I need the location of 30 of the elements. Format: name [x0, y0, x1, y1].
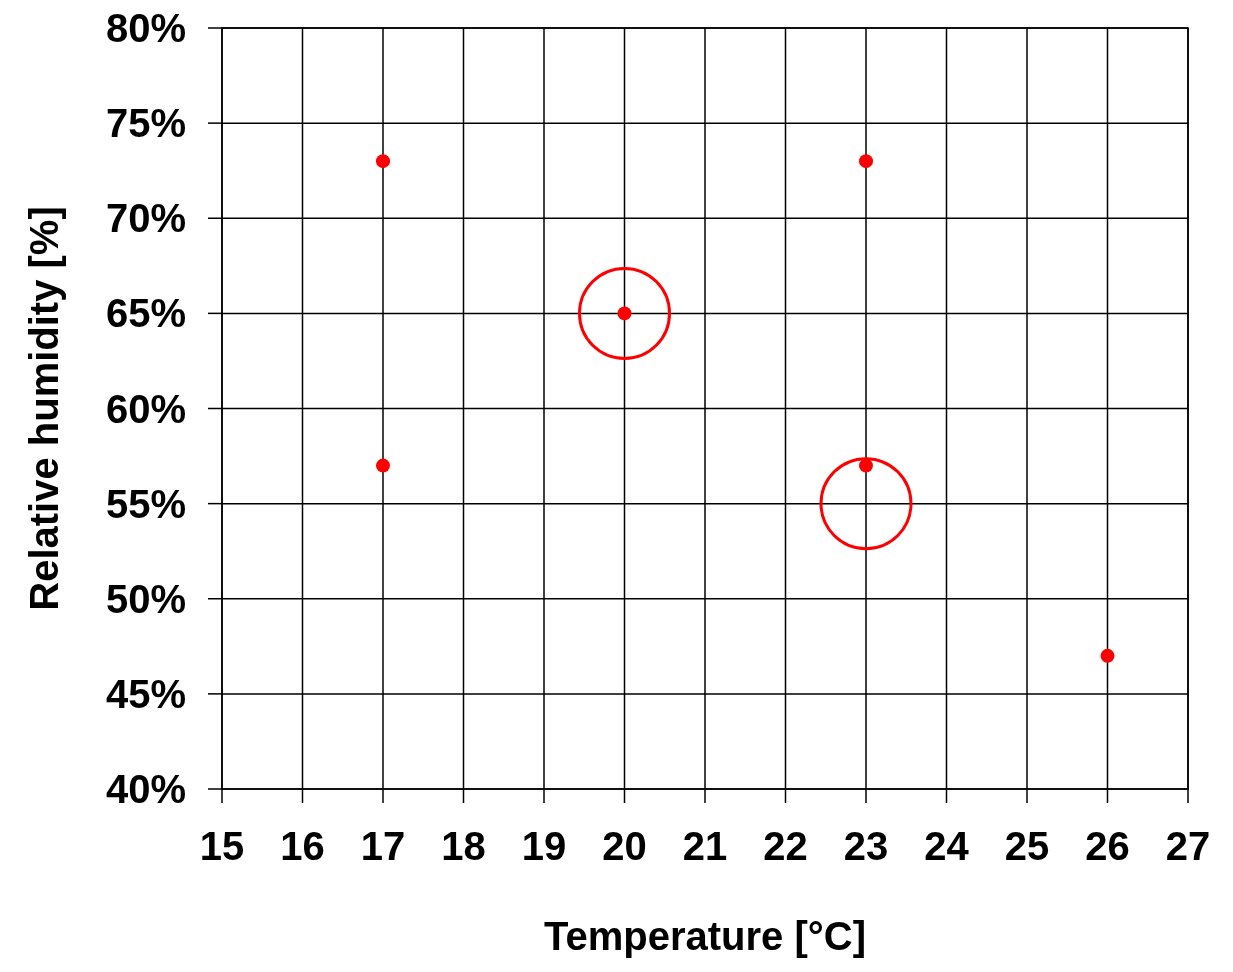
- y-tick-label: 55%: [105, 481, 186, 526]
- x-tick-label: 19: [521, 824, 567, 868]
- x-axis-title: Temperature [°C]: [544, 914, 866, 958]
- x-tick-label: 22: [763, 824, 808, 868]
- x-tick-label: 18: [441, 824, 486, 868]
- point: [859, 458, 873, 473]
- y-tick-label: 70%: [105, 196, 186, 241]
- x-tick-label: 21: [682, 824, 728, 868]
- point: [1100, 648, 1115, 663]
- x-tick-label: 15: [199, 824, 245, 868]
- x-tick-label: 17: [360, 824, 406, 868]
- y-tick-label: 65%: [105, 291, 186, 336]
- point: [376, 458, 390, 473]
- x-tick-label: 16: [280, 824, 325, 868]
- point: [617, 306, 632, 321]
- x-tick-label: 26: [1085, 824, 1130, 868]
- y-tick-label: 75%: [105, 101, 186, 146]
- y-tick-label: 45%: [105, 671, 186, 716]
- y-tick-label: 60%: [105, 386, 186, 431]
- point: [376, 154, 390, 169]
- y-tick-label: 50%: [105, 576, 186, 621]
- x-tick-label: 23: [843, 824, 889, 868]
- y-tick-label: 80%: [105, 6, 186, 50]
- x-tick-label: 25: [1004, 824, 1050, 868]
- x-tick-label: 27: [1165, 824, 1211, 868]
- x-tick-label: 20: [602, 824, 647, 868]
- x-tick-label: 24: [924, 824, 970, 868]
- point: [859, 154, 873, 169]
- y-tick-label: 40%: [105, 767, 186, 811]
- y-axis-title: Relative humidity [%]: [22, 206, 66, 611]
